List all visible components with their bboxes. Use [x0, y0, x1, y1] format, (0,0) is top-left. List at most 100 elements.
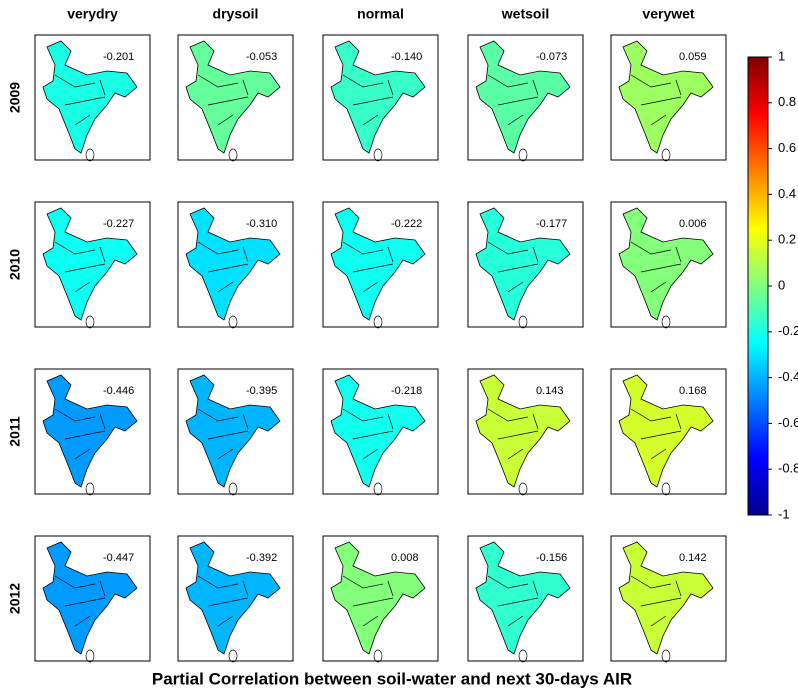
region-map	[42, 541, 138, 655]
state-borders	[630, 74, 682, 126]
row-label: 2009	[7, 82, 23, 113]
region-map	[618, 207, 714, 321]
panel-value: 0.008	[391, 552, 419, 564]
region-map	[185, 541, 281, 655]
island	[85, 315, 95, 329]
state-borders	[342, 408, 394, 460]
map-panel: -0.222	[322, 201, 439, 329]
colorbar-tick-label: -0.6	[778, 415, 798, 430]
island	[518, 148, 528, 162]
region-map	[475, 374, 571, 488]
map-panel: -0.227	[34, 201, 151, 329]
column-label: wetsoil	[501, 6, 549, 22]
state-borders	[54, 408, 106, 460]
island	[228, 148, 238, 162]
map-panel: -0.177	[467, 201, 584, 329]
colorbar-tick-label: 0.4	[778, 186, 796, 201]
state-borders	[54, 74, 106, 126]
panel-value: -0.218	[391, 385, 422, 397]
state-borders	[197, 74, 249, 126]
region-map	[475, 207, 571, 321]
map-panel: -0.446	[34, 368, 151, 496]
state-borders	[197, 408, 249, 460]
state-borders	[197, 575, 249, 627]
colorbar-tick-label: -0.4	[778, 369, 798, 384]
state-borders	[487, 74, 539, 126]
column-label: verydry	[67, 6, 118, 22]
region-map	[185, 374, 281, 488]
colorbar-tick-label: -0.2	[778, 323, 798, 338]
map-panel: -0.218	[322, 368, 439, 496]
region-map	[330, 374, 426, 488]
panel-value: -0.227	[103, 218, 134, 230]
state-borders	[487, 408, 539, 460]
region-map	[618, 541, 714, 655]
map-panel: 0.168	[610, 368, 727, 496]
panel-value: -0.073	[536, 51, 567, 63]
island	[518, 315, 528, 329]
state-borders	[342, 575, 394, 627]
panel-value: -0.446	[103, 385, 134, 397]
panel-value: 0.006	[679, 218, 707, 230]
column-label: normal	[357, 6, 404, 22]
colorbar-tick-label: 0.2	[778, 232, 796, 247]
column-label: drysoil	[213, 6, 259, 22]
map-panel: 0.143	[467, 368, 584, 496]
region-map	[42, 40, 138, 154]
panel-value: -0.310	[246, 218, 277, 230]
map-panel: -0.073	[467, 34, 584, 162]
colorbar-tick-label: 0.8	[778, 94, 796, 109]
region-map	[330, 541, 426, 655]
map-panel: 0.008	[322, 535, 439, 663]
panel-value: -0.053	[246, 51, 277, 63]
state-borders	[54, 575, 106, 627]
island	[373, 148, 383, 162]
panel-value: 0.143	[536, 385, 564, 397]
island	[228, 482, 238, 496]
region-map	[330, 40, 426, 154]
island	[661, 315, 671, 329]
row-label: 2011	[7, 416, 23, 447]
state-borders	[487, 575, 539, 627]
region-map	[185, 207, 281, 321]
row-label: 2012	[7, 583, 23, 614]
region-map	[330, 207, 426, 321]
colorbar-tick-label: 0	[778, 277, 785, 292]
island	[518, 482, 528, 496]
map-panel: 0.142	[610, 535, 727, 663]
region-map	[185, 40, 281, 154]
island	[373, 315, 383, 329]
island	[661, 148, 671, 162]
region-map	[618, 40, 714, 154]
map-panel: 0.006	[610, 201, 727, 329]
region-map	[618, 374, 714, 488]
island	[228, 315, 238, 329]
map-panel: -0.395	[177, 368, 294, 496]
colorbar-tick-label: -1	[778, 506, 790, 521]
panel-value: 0.059	[679, 51, 707, 63]
map-panel: -0.447	[34, 535, 151, 663]
island	[373, 482, 383, 496]
island	[85, 148, 95, 162]
panel-value: -0.156	[536, 552, 567, 564]
map-panel: -0.156	[467, 535, 584, 663]
island	[518, 649, 528, 663]
colorbar-tick-label: 1	[778, 48, 785, 63]
state-borders	[630, 241, 682, 293]
region-map	[42, 374, 138, 488]
state-borders	[197, 241, 249, 293]
map-panel: -0.201	[34, 34, 151, 162]
panel-value: -0.201	[103, 51, 134, 63]
colorbar	[747, 56, 769, 516]
panel-value: 0.142	[679, 552, 707, 564]
colorbar-tick-label: 0.6	[778, 140, 796, 155]
panel-value: -0.395	[246, 385, 277, 397]
island	[661, 482, 671, 496]
island	[661, 649, 671, 663]
row-label: 2010	[7, 249, 23, 280]
island	[85, 649, 95, 663]
column-label: verywet	[642, 6, 694, 22]
panel-value: -0.177	[536, 218, 567, 230]
panel-value: -0.447	[103, 552, 134, 564]
